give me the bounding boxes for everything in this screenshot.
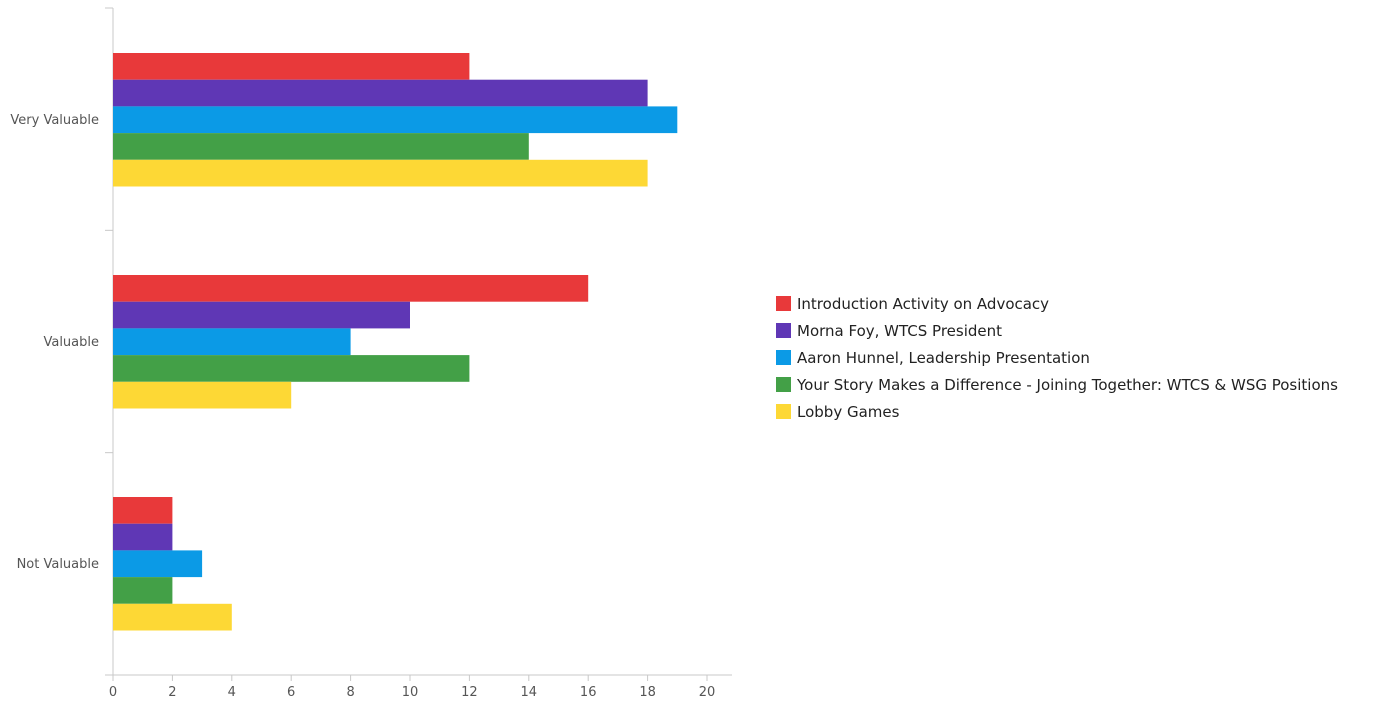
x-tick-label: 0: [109, 685, 117, 700]
x-tick-label: 4: [228, 685, 236, 700]
x-tick-label: 14: [521, 685, 538, 700]
legend-item: Introduction Activity on Advocacy: [776, 290, 1338, 317]
legend-label: Your Story Makes a Difference - Joining …: [797, 375, 1338, 394]
bar: [113, 603, 232, 631]
bar: [113, 355, 470, 382]
category-label: Valuable: [43, 335, 99, 350]
legend-swatch: [776, 350, 791, 365]
legend-swatch: [776, 377, 791, 392]
bar: [113, 523, 173, 551]
bar: [113, 53, 470, 80]
legend-item: Your Story Makes a Difference - Joining …: [776, 371, 1338, 398]
legend-swatch: [776, 323, 791, 338]
bar: [113, 275, 589, 302]
legend-label: Introduction Activity on Advocacy: [797, 294, 1050, 313]
bar: [113, 106, 678, 134]
legend-swatch: [776, 296, 791, 311]
legend-label: Morna Foy, WTCS President: [797, 321, 1003, 340]
x-tick-label: 18: [639, 685, 656, 700]
legend-item: Lobby Games: [776, 398, 1338, 425]
bar: [113, 159, 648, 187]
category-label: Very Valuable: [10, 113, 99, 128]
bar: [113, 301, 410, 329]
x-tick-label: 10: [402, 685, 419, 700]
bar: [113, 381, 292, 409]
x-tick-label: 6: [287, 685, 295, 700]
legend-item: Aaron Hunnel, Leadership Presentation: [776, 344, 1338, 371]
bar: [113, 133, 529, 160]
legend: Introduction Activity on Advocacy Morna F…: [776, 290, 1338, 425]
legend-label: Lobby Games: [797, 402, 900, 421]
x-tick-label: 8: [346, 685, 354, 700]
x-tick-label: 2: [168, 685, 176, 700]
bar: [113, 497, 173, 524]
bar: [113, 550, 203, 578]
bars: [113, 53, 678, 631]
bar: [113, 79, 648, 107]
x-tick-label: 20: [699, 685, 716, 700]
category-label: Not Valuable: [17, 557, 99, 572]
bar: [113, 577, 173, 604]
legend-swatch: [776, 404, 791, 419]
x-tick-label: 16: [580, 685, 597, 700]
x-tick-label: 12: [461, 685, 478, 700]
legend-item: Morna Foy, WTCS President: [776, 317, 1338, 344]
bar: [113, 328, 351, 356]
legend-label: Aaron Hunnel, Leadership Presentation: [797, 348, 1090, 367]
axis-labels: 0 2 4 6 8 10 12 14 16 18 20 Very Valuable Valuable No…: [10, 113, 715, 700]
